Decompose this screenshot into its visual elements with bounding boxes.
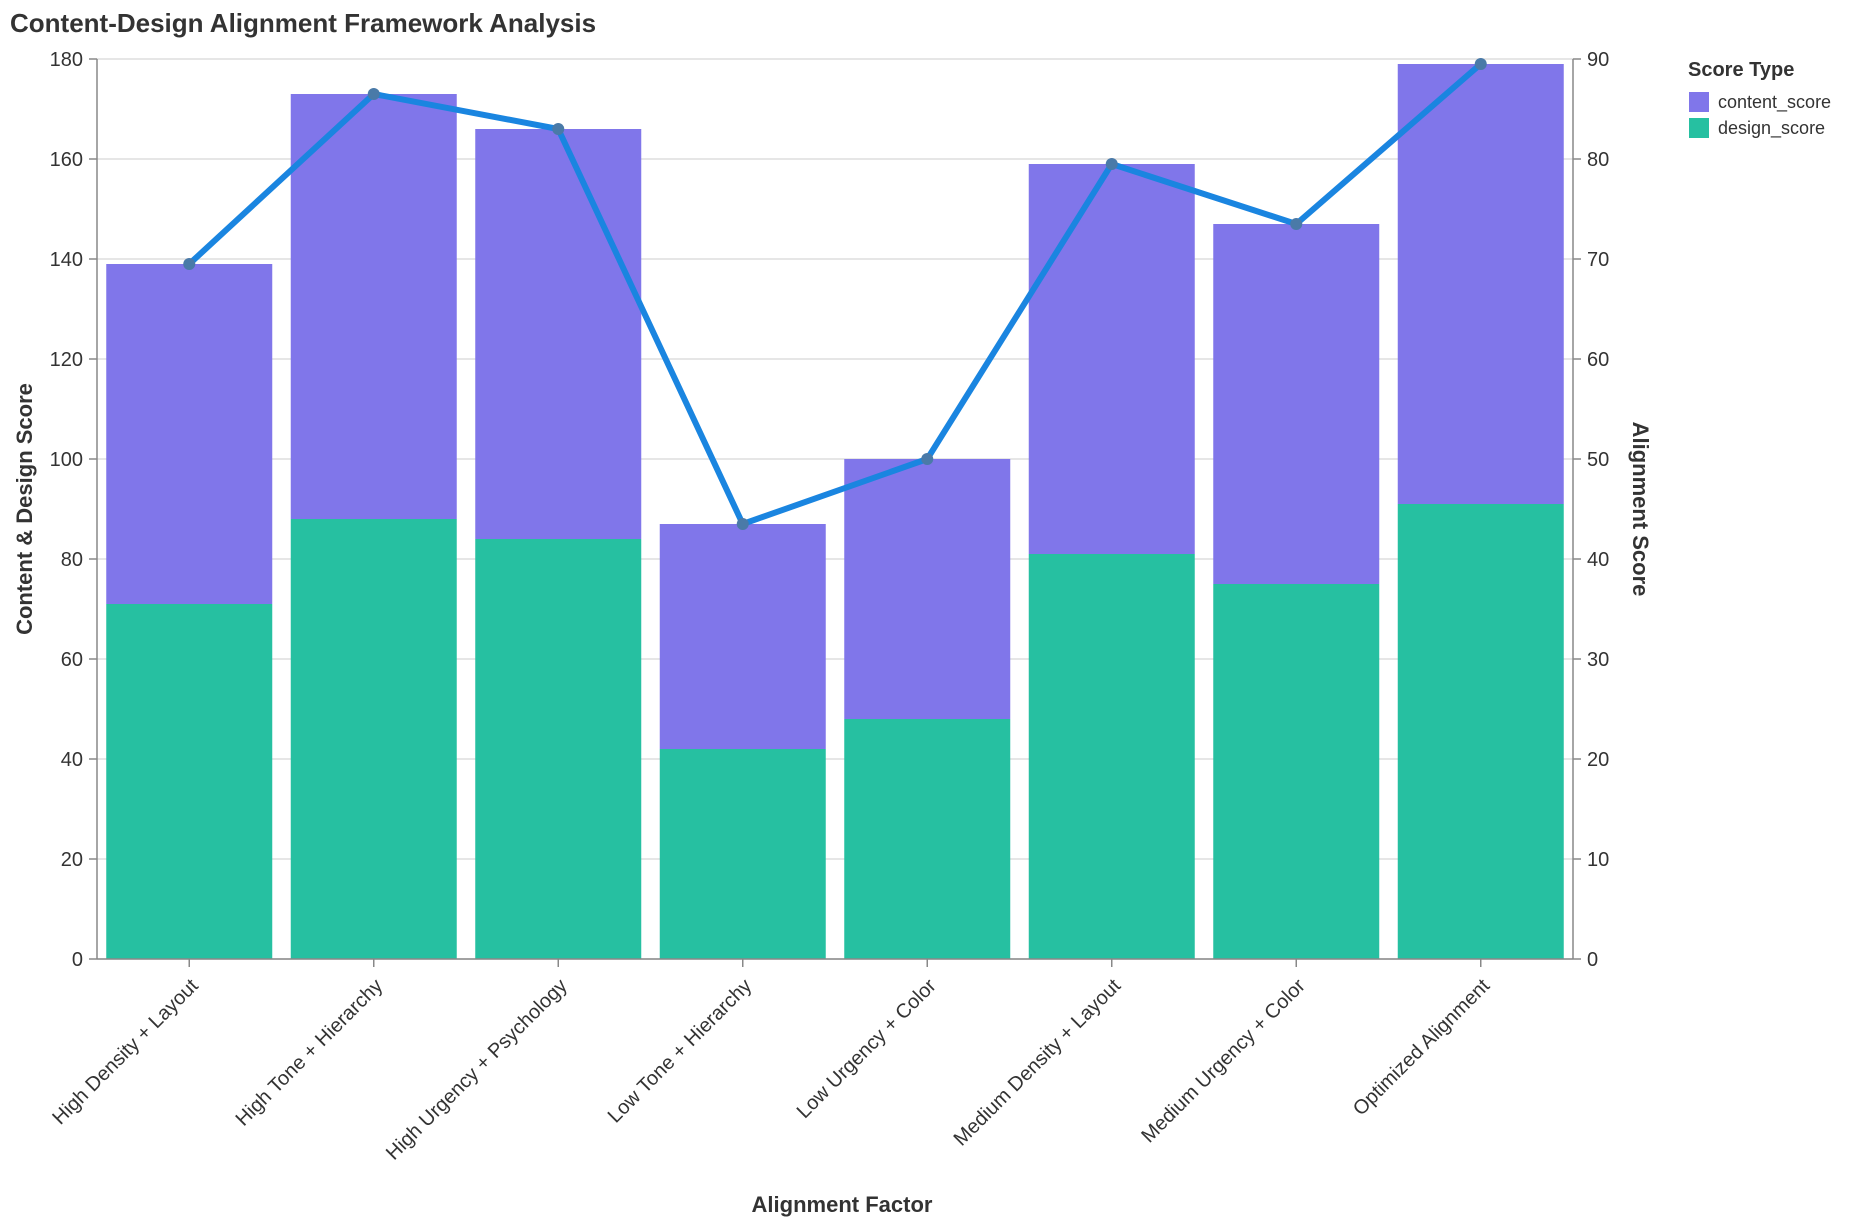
- alignment-point-1: [367, 88, 380, 100]
- x-category-label-0: High Density + Layout: [48, 975, 203, 1130]
- bar-design-score-5: [1028, 554, 1195, 959]
- bar-content-score-6: [1213, 224, 1380, 584]
- x-category-label-2: High Urgency + Psychology: [382, 975, 572, 1165]
- x-category-label-7: Optimized Alignment: [1349, 975, 1495, 1121]
- alignment-point-6: [1290, 218, 1303, 230]
- legend-label-design-score: design_score: [1718, 118, 1825, 139]
- bar-design-score-7: [1397, 504, 1564, 959]
- alignment-score-line: [186, 61, 1484, 527]
- y2-tick-label-4: 40: [1587, 549, 1609, 571]
- bar-content-score-3: [659, 524, 826, 749]
- y2-tick-label-5: 50: [1587, 449, 1609, 471]
- bar-content-score-2: [475, 129, 642, 539]
- bars: [106, 64, 1564, 959]
- y2-tick-label-7: 70: [1587, 249, 1609, 271]
- y-tick-label-3: 60: [61, 649, 83, 671]
- bar-content-score-1: [290, 94, 457, 519]
- x-category-label-6: Medium Urgency + Color: [1137, 975, 1310, 1148]
- bar-content-score-5: [1028, 164, 1195, 554]
- y2-tick-label-0: 0: [1587, 949, 1598, 971]
- y-tick-label-7: 140: [50, 249, 83, 271]
- bar-content-score-4: [844, 459, 1011, 719]
- y-tick-label-0: 0: [72, 949, 83, 971]
- legend-label-content-score: content_score: [1718, 92, 1831, 113]
- bar-design-score-6: [1213, 584, 1380, 959]
- y2-axis-title: Alignment Score: [1628, 422, 1653, 597]
- y2-tick-label-1: 10: [1587, 849, 1609, 871]
- y-tick-label-8: 160: [50, 149, 83, 171]
- alignment-line: [183, 58, 1487, 530]
- y2-tick-label-2: 20: [1587, 749, 1609, 771]
- bar-design-score-2: [475, 539, 642, 959]
- y-axis-title: Content & Design Score: [12, 383, 37, 635]
- y-tick-label-5: 100: [50, 449, 83, 471]
- y-tick-label-9: 180: [50, 49, 83, 71]
- bar-design-score-3: [659, 749, 826, 959]
- bar-content-score-0: [106, 264, 273, 604]
- bar-content-score-7: [1397, 64, 1564, 504]
- legend-title: Score Type: [1688, 59, 1794, 81]
- y-tick-label-1: 20: [61, 849, 83, 871]
- y2-tick-label-6: 60: [1587, 349, 1609, 371]
- bar-design-score-4: [844, 719, 1011, 959]
- alignment-point-4: [921, 453, 934, 465]
- x-axis-title: Alignment Factor: [752, 1192, 933, 1217]
- y-tick-label-4: 80: [61, 549, 83, 571]
- bar-design-score-0: [106, 604, 273, 959]
- x-category-label-1: High Tone + Hierarchy: [232, 975, 388, 1131]
- y2-tick-label-9: 90: [1587, 49, 1609, 71]
- y2-tick-label-3: 30: [1587, 649, 1609, 671]
- chart-title: Content-Design Alignment Framework Analy…: [10, 8, 596, 38]
- alignment-point-0: [183, 258, 196, 270]
- legend: Score Type content_score design_score: [1688, 59, 1831, 139]
- x-category-label-5: Medium Density + Layout: [950, 975, 1126, 1151]
- y-tick-label-2: 40: [61, 749, 83, 771]
- legend-swatch-design-score: [1689, 118, 1709, 138]
- x-category-label-4: Low Urgency + Color: [793, 975, 941, 1123]
- x-category-label-3: Low Tone + Hierarchy: [604, 975, 756, 1127]
- alignment-point-3: [736, 518, 749, 530]
- alignment-point-7: [1474, 58, 1487, 70]
- alignment-point-2: [552, 123, 565, 135]
- y-tick-label-6: 120: [50, 349, 83, 371]
- bar-design-score-1: [290, 519, 457, 959]
- alignment-point-5: [1105, 158, 1118, 170]
- y2-tick-label-8: 80: [1587, 149, 1609, 171]
- legend-swatch-content-score: [1689, 92, 1709, 112]
